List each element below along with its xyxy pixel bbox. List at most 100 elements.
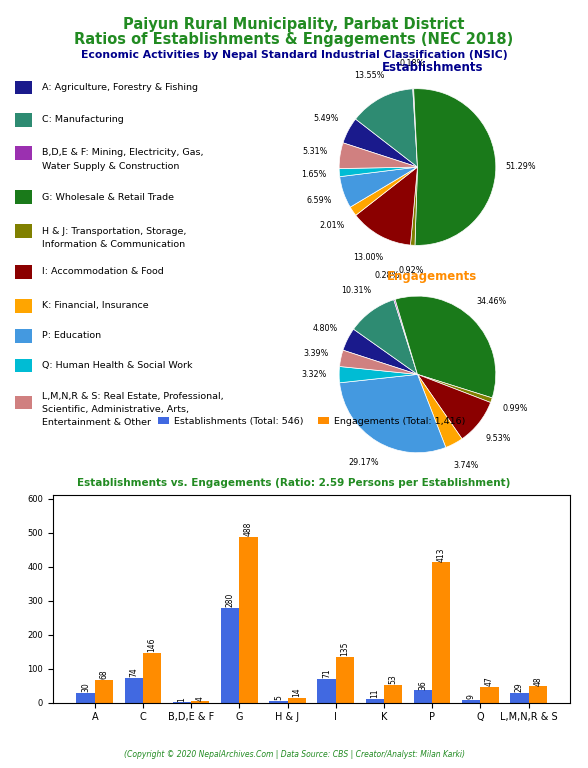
Wedge shape [339,366,417,382]
Text: Scientific, Administrative, Arts,: Scientific, Administrative, Arts, [42,405,189,414]
Wedge shape [340,375,446,452]
Bar [239,537,258,703]
Text: B,D,E & F: Mining, Electricity, Gas,: B,D,E & F: Mining, Electricity, Gas, [42,148,204,157]
Text: 6.59%: 6.59% [307,196,332,205]
Text: P: Education: P: Education [42,331,102,340]
Text: Economic Activities by Nepal Standard Industrial Classification (NSIC): Economic Activities by Nepal Standard In… [81,50,507,60]
Text: 9: 9 [467,694,476,699]
Text: Establishments: Establishments [382,61,483,74]
Bar [529,687,547,703]
Text: 13.55%: 13.55% [354,71,385,80]
Bar [480,687,499,703]
Text: 29.17%: 29.17% [349,458,379,467]
Text: 0.28%: 0.28% [375,271,400,280]
Text: 11: 11 [370,689,379,698]
Text: I: Accommodation & Food: I: Accommodation & Food [42,267,164,276]
Wedge shape [394,300,417,375]
Text: 2.01%: 2.01% [319,221,345,230]
Text: 280: 280 [226,592,235,607]
Text: 10.31%: 10.31% [342,286,372,296]
Text: K: Financial, Insurance: K: Financial, Insurance [42,301,149,310]
Text: 0.18%: 0.18% [399,59,425,68]
Text: 68: 68 [99,669,108,679]
Bar [462,700,480,703]
Text: 51.29%: 51.29% [506,162,536,170]
Wedge shape [343,119,417,167]
Text: 0.99%: 0.99% [502,404,528,413]
Text: 3.39%: 3.39% [303,349,329,358]
Wedge shape [417,375,492,402]
Text: 29: 29 [515,683,524,692]
Wedge shape [395,296,496,398]
Wedge shape [356,167,417,245]
Text: Q: Human Health & Social Work: Q: Human Health & Social Work [42,361,193,370]
Wedge shape [356,89,417,167]
Wedge shape [410,167,417,245]
Bar [288,698,306,703]
Text: A: Agriculture, Forestry & Fishing: A: Agriculture, Forestry & Fishing [42,83,198,92]
Text: 4: 4 [196,696,205,700]
Wedge shape [350,167,417,215]
Bar [125,677,143,703]
Text: L,M,N,R & S: Real Estate, Professional,: L,M,N,R & S: Real Estate, Professional, [42,392,224,401]
Text: 135: 135 [340,641,349,656]
Text: 71: 71 [322,668,331,678]
Wedge shape [417,375,490,439]
Text: 4.80%: 4.80% [312,323,338,333]
Text: 3.74%: 3.74% [453,462,479,470]
Text: Water Supply & Construction: Water Supply & Construction [42,162,180,171]
Text: Ratios of Establishments & Engagements (NEC 2018): Ratios of Establishments & Engagements (… [74,32,514,48]
Text: 5.49%: 5.49% [313,114,339,123]
Wedge shape [339,167,417,177]
Text: 413: 413 [437,547,446,561]
Bar [95,680,113,703]
Text: 9.53%: 9.53% [486,434,512,443]
Text: 5: 5 [274,696,283,700]
Text: H & J: Transportation, Storage,: H & J: Transportation, Storage, [42,227,187,236]
Text: (Copyright © 2020 NepalArchives.Com | Data Source: CBS | Creator/Analyst: Milan : (Copyright © 2020 NepalArchives.Com | Da… [123,750,465,759]
Text: 48: 48 [533,676,542,686]
Text: 36: 36 [419,680,427,690]
Bar [432,562,450,703]
Text: 1: 1 [178,697,186,702]
Text: 30: 30 [81,682,90,692]
Bar [318,679,336,703]
Wedge shape [339,143,417,168]
Text: 488: 488 [244,521,253,536]
Text: Engagements: Engagements [387,270,477,283]
Text: 53: 53 [389,674,397,684]
Wedge shape [414,89,496,245]
Text: Entertainment & Other: Entertainment & Other [42,418,151,427]
Wedge shape [413,89,417,167]
Text: Paiyun Rural Municipality, Parbat District: Paiyun Rural Municipality, Parbat Distri… [123,17,465,32]
Wedge shape [353,300,417,375]
Text: 13.00%: 13.00% [353,253,383,263]
Wedge shape [417,375,462,448]
Bar [366,699,384,703]
Legend: Establishments (Total: 546), Engagements (Total: 1,416): Establishments (Total: 546), Engagements… [154,413,469,429]
Wedge shape [340,167,417,207]
Text: 146: 146 [148,638,156,652]
Text: 1.65%: 1.65% [302,170,327,179]
Bar [143,653,161,703]
Text: Establishments vs. Engagements (Ratio: 2.59 Persons per Establishment): Establishments vs. Engagements (Ratio: 2… [77,478,511,488]
Text: 47: 47 [485,677,494,686]
Bar [221,607,239,703]
Bar [76,693,95,703]
Text: 5.31%: 5.31% [302,147,328,157]
Bar [414,690,432,703]
Wedge shape [339,350,417,375]
Bar [384,685,402,703]
Text: 34.46%: 34.46% [476,297,506,306]
Text: 3.32%: 3.32% [302,370,327,379]
Text: C: Manufacturing: C: Manufacturing [42,115,124,124]
Bar [510,693,529,703]
Bar [336,657,354,703]
Bar [269,701,288,703]
Text: Information & Communication: Information & Communication [42,240,185,250]
Wedge shape [343,329,417,375]
Text: G: Wholesale & Retail Trade: G: Wholesale & Retail Trade [42,193,174,202]
Text: 14: 14 [292,687,301,697]
Bar [191,701,209,703]
Text: 74: 74 [129,667,138,677]
